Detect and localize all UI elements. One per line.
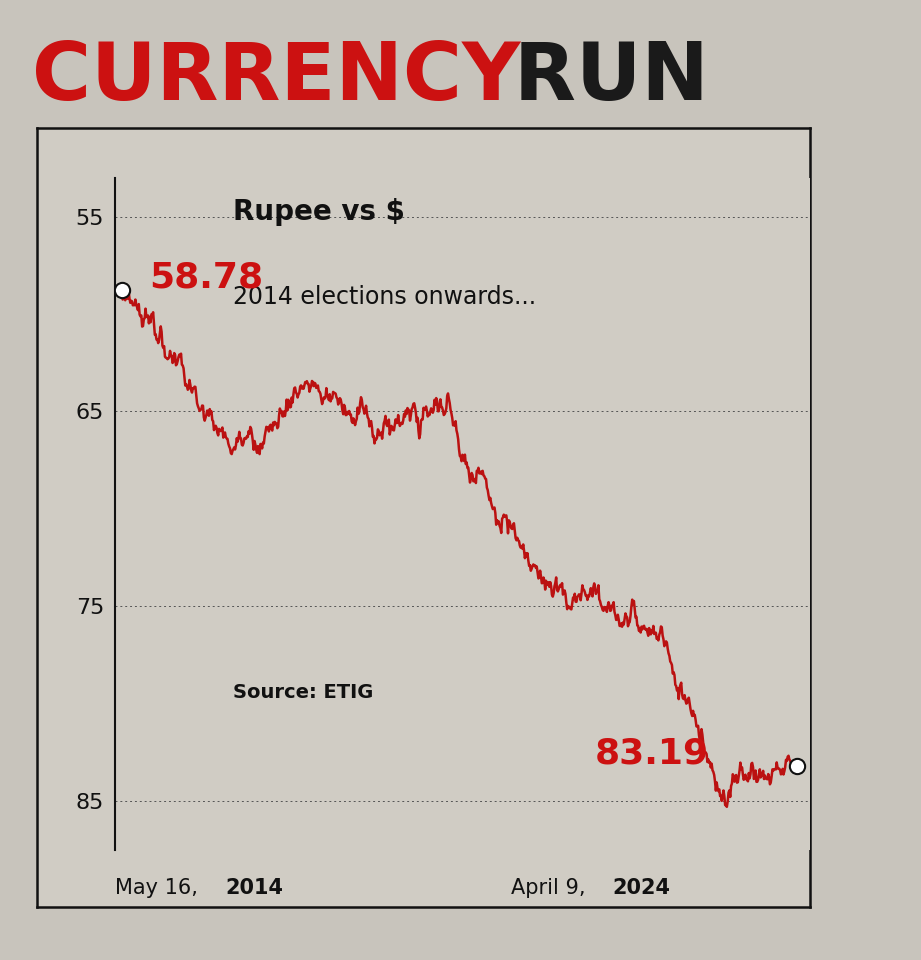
Text: 2024: 2024 [612, 878, 670, 899]
Text: 2014 elections onwards...: 2014 elections onwards... [233, 285, 536, 309]
Text: RUN: RUN [486, 38, 709, 117]
Text: Rupee vs $: Rupee vs $ [233, 198, 405, 226]
Text: May 16,: May 16, [115, 878, 204, 899]
Text: CURRENCY: CURRENCY [32, 38, 520, 117]
Text: 83.19: 83.19 [594, 736, 708, 771]
Text: 2014: 2014 [226, 878, 284, 899]
Text: Source: ETIG: Source: ETIG [233, 683, 374, 702]
Text: 58.78: 58.78 [149, 261, 263, 295]
Text: April 9,: April 9, [511, 878, 592, 899]
